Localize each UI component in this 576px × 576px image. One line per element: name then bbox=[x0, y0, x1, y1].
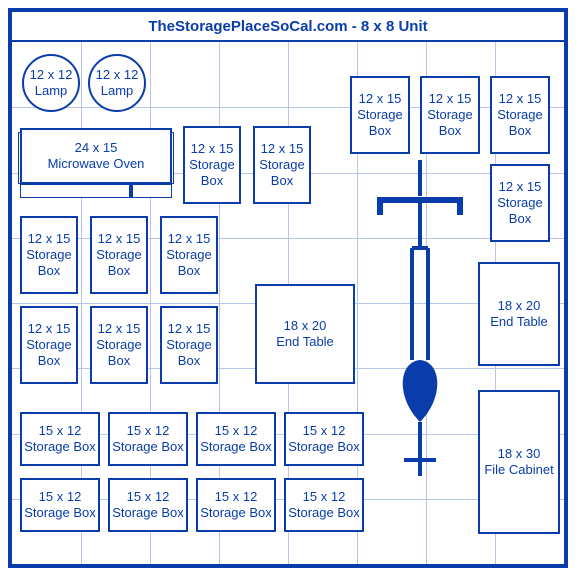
storage-box: 12 x 15Storage Box bbox=[160, 306, 218, 384]
storage-box: 15 x 12Storage Box bbox=[284, 412, 364, 466]
storage-box: 15 x 12Storage Box bbox=[108, 412, 188, 466]
storage-box: 12 x 15Storage Box bbox=[20, 216, 78, 294]
file-cabinet: 18 x 30File Cabinet bbox=[478, 390, 560, 534]
storage-box: 12 x 15Storage Box bbox=[490, 164, 550, 242]
storage-box: 12 x 15Storage Box bbox=[490, 76, 550, 154]
page-title: TheStoragePlaceSoCal.com - 8 x 8 Unit bbox=[148, 18, 427, 35]
storage-box: 12 x 15Storage Box bbox=[183, 126, 241, 204]
storage-box: 12 x 15Storage Box bbox=[253, 126, 311, 204]
end-table: 18 x 20End Table bbox=[478, 262, 560, 366]
storage-diagram: TheStoragePlaceSoCal.com - 8 x 8 Unit 12… bbox=[0, 0, 576, 576]
storage-box: 12 x 15Storage Box bbox=[90, 216, 148, 294]
storage-box: 12 x 15Storage Box bbox=[420, 76, 480, 154]
end-table: 18 x 20End Table bbox=[255, 284, 355, 384]
lamp: 12 x 12Lamp bbox=[88, 54, 146, 112]
storage-box: 12 x 15Storage Box bbox=[20, 306, 78, 384]
title-bar: TheStoragePlaceSoCal.com - 8 x 8 Unit bbox=[12, 12, 564, 42]
storage-box: 15 x 12Storage Box bbox=[284, 478, 364, 532]
microwave-base bbox=[20, 184, 172, 198]
storage-box: 12 x 15Storage Box bbox=[350, 76, 410, 154]
storage-box: 15 x 12Storage Box bbox=[196, 478, 276, 532]
storage-box: 15 x 12Storage Box bbox=[108, 478, 188, 532]
storage-box: 12 x 15Storage Box bbox=[90, 306, 148, 384]
storage-box: 15 x 12Storage Box bbox=[196, 412, 276, 466]
microwave-oven: 24 x 15Microwave Oven bbox=[20, 128, 172, 184]
storage-box: 15 x 12Storage Box bbox=[20, 478, 100, 532]
storage-box: 15 x 12Storage Box bbox=[20, 412, 100, 466]
bicycle-icon bbox=[370, 160, 470, 480]
storage-box: 12 x 15Storage Box bbox=[160, 216, 218, 294]
lamp: 12 x 12Lamp bbox=[22, 54, 80, 112]
